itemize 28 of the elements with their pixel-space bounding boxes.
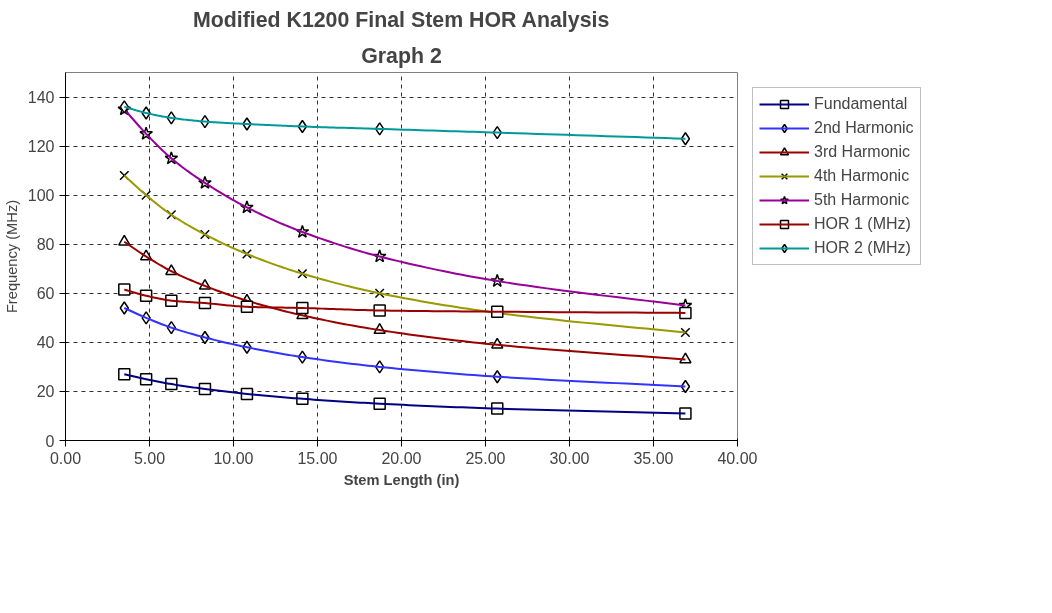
x-tick-label: 25.00 (465, 449, 506, 467)
x-tick-label: 5.00 (133, 449, 166, 467)
y-tick-label: 60 (36, 285, 55, 303)
x-tick-label: 20.00 (381, 449, 422, 467)
x-tick-label: 30.00 (549, 449, 590, 467)
legend-label: 2nd Harmonic (814, 119, 914, 137)
x-tick-label: 35.00 (633, 449, 674, 467)
x-tick-label: 10.00 (213, 449, 254, 467)
y-tick-label: 0 (45, 432, 55, 450)
legend-label: 5th Harmonic (814, 191, 910, 209)
x-tick-label: 15.00 (297, 449, 338, 467)
x-tick-label: 40.00 (717, 449, 758, 467)
y-tick-label: 40 (36, 334, 55, 352)
y-tick-label: 120 (27, 138, 55, 156)
y-tick-label: 100 (27, 187, 55, 205)
y-tick-label: 20 (36, 383, 55, 401)
legend-label: 4th Harmonic (814, 167, 910, 185)
y-tick-label: 80 (36, 236, 55, 254)
legend-label: HOR 2 (MHz) (814, 239, 911, 257)
x-tick-label: 0.00 (49, 449, 82, 467)
chart-subtitle: Graph 2 (361, 43, 442, 68)
legend-label: Fundamental (814, 95, 908, 113)
legend-label: 3rd Harmonic (814, 143, 911, 161)
legend-label: HOR 1 (MHz) (814, 215, 911, 233)
chart-title: Modified K1200 Final Stem HOR Analysis (192, 7, 610, 32)
x-axis-title: Stem Length (in) (343, 471, 460, 488)
y-axis-title: Frequency (MHz) (3, 199, 20, 314)
y-tick-label: 140 (27, 89, 55, 107)
